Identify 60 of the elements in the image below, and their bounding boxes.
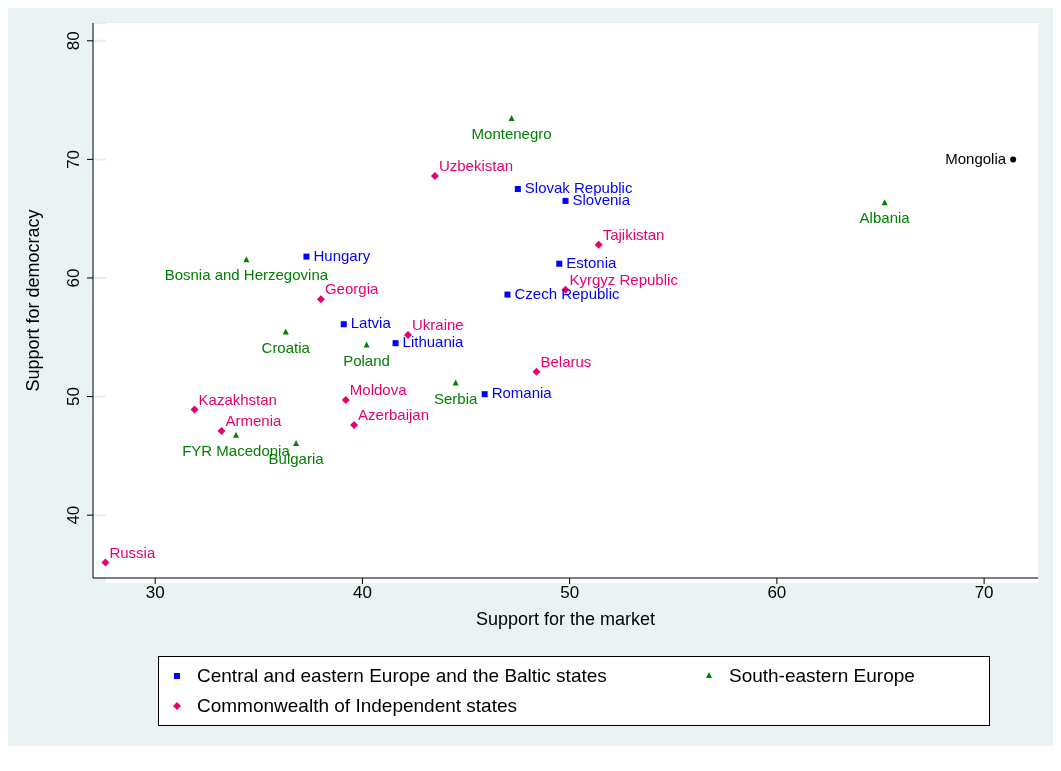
data-label: Albania (859, 209, 911, 227)
data-label: Russia (109, 543, 156, 561)
legend-label: Commonwealth of Independent states (197, 695, 518, 717)
point (350, 421, 359, 430)
x-axis-title: Support for the market (475, 609, 656, 629)
point (243, 256, 250, 263)
legend-label: South-eastern Europe (728, 665, 915, 687)
y-axis-title: Support for democracy (23, 209, 44, 392)
point (452, 379, 459, 386)
y-tick-label: 70 (64, 149, 83, 169)
data-label: Latvia (350, 314, 392, 332)
point (508, 115, 515, 122)
x-tick-label: 40 (352, 583, 372, 603)
point (293, 439, 300, 446)
point (232, 431, 239, 438)
point (340, 321, 347, 328)
point (556, 260, 563, 267)
point (430, 171, 439, 180)
y-tick-label: 50 (64, 387, 83, 407)
legend-label: Central and eastern Europe and the Baltic states (197, 665, 607, 687)
point (217, 426, 226, 435)
data-label: Lithuania (402, 333, 465, 351)
data-label: Poland (343, 351, 390, 369)
point (481, 391, 488, 398)
data-label: Ukraine (412, 315, 464, 333)
point (341, 396, 350, 405)
y-tick-label: 80 (64, 31, 83, 51)
point (504, 291, 511, 298)
data-label: Romania (491, 384, 553, 402)
point (190, 405, 199, 414)
point (101, 558, 110, 567)
y-tick-label: 40 (64, 505, 83, 525)
data-label: Mongolia (945, 150, 1007, 168)
point (282, 328, 289, 335)
data-label: Uzbekistan (438, 156, 514, 174)
data-label: Montenegro (471, 125, 552, 143)
point (1010, 156, 1017, 163)
point (316, 295, 325, 304)
x-tick-label: 60 (767, 583, 787, 603)
data-label: Tajikistan (602, 225, 665, 243)
data-label: Armenia (225, 411, 282, 429)
data-label: Moldova (349, 381, 408, 399)
point (532, 367, 541, 376)
point (562, 197, 569, 204)
y-tick-label: 60 (64, 268, 83, 288)
x-tick-label: 70 (974, 583, 994, 603)
data-label: Estonia (566, 253, 617, 271)
data-label: Serbia (433, 389, 478, 407)
data-label: Croatia (261, 338, 311, 356)
data-label: Kazakhstan (198, 390, 277, 408)
point (594, 240, 603, 249)
x-tick-label: 30 (145, 583, 165, 603)
x-tick-label: 50 (560, 583, 580, 603)
point (392, 340, 399, 347)
point (303, 253, 310, 260)
point (363, 341, 370, 348)
data-label: Belarus (540, 352, 592, 370)
point (514, 186, 521, 193)
data-label: Hungary (313, 246, 371, 264)
data-label: Azerbaijan (358, 406, 430, 424)
